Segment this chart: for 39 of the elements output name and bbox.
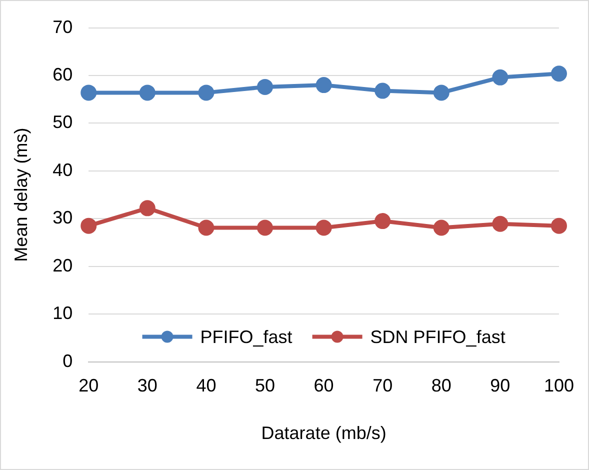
point [80, 84, 97, 101]
point [257, 220, 274, 236]
x-tick-label: 70 [372, 376, 393, 396]
point [316, 77, 332, 94]
x-tick-label: 40 [196, 376, 216, 396]
x-tick-label: 30 [137, 376, 158, 396]
x-tick-label: 90 [490, 376, 510, 396]
y-tick-label: 50 [52, 112, 73, 132]
y-axis-title: Mean delay (ms) [10, 128, 31, 262]
y-tick-label: 40 [52, 160, 73, 180]
point [374, 213, 391, 230]
point [374, 82, 391, 99]
y-tick-label: 10 [52, 303, 73, 324]
x-tick-label: 20 [78, 376, 99, 396]
y-tick-label: 20 [52, 255, 73, 276]
point [316, 220, 332, 236]
point [80, 218, 97, 234]
point [198, 84, 214, 101]
x-tick-label: 60 [314, 376, 334, 396]
y-tick-label: 60 [52, 64, 73, 84]
legend-label: PFIFO_fast [200, 326, 292, 347]
point [433, 84, 450, 101]
point [139, 200, 156, 216]
point [492, 69, 508, 86]
point [433, 220, 450, 236]
point [550, 66, 567, 82]
legend-label: SDN PFIFO_fast [370, 326, 506, 347]
point [139, 84, 156, 101]
y-tick-label: 70 [52, 16, 73, 37]
x-axis-title: Datarate (mb/s) [261, 423, 386, 444]
x-tick-label: 50 [254, 376, 276, 396]
point [492, 216, 508, 232]
point [198, 220, 214, 236]
x-tick-label: 100 [544, 376, 574, 396]
point [257, 78, 274, 95]
y-tick-label: 0 [62, 350, 73, 371]
point [550, 218, 567, 234]
y-tick-label: 30 [52, 208, 73, 228]
x-tick-label: 80 [431, 376, 452, 396]
